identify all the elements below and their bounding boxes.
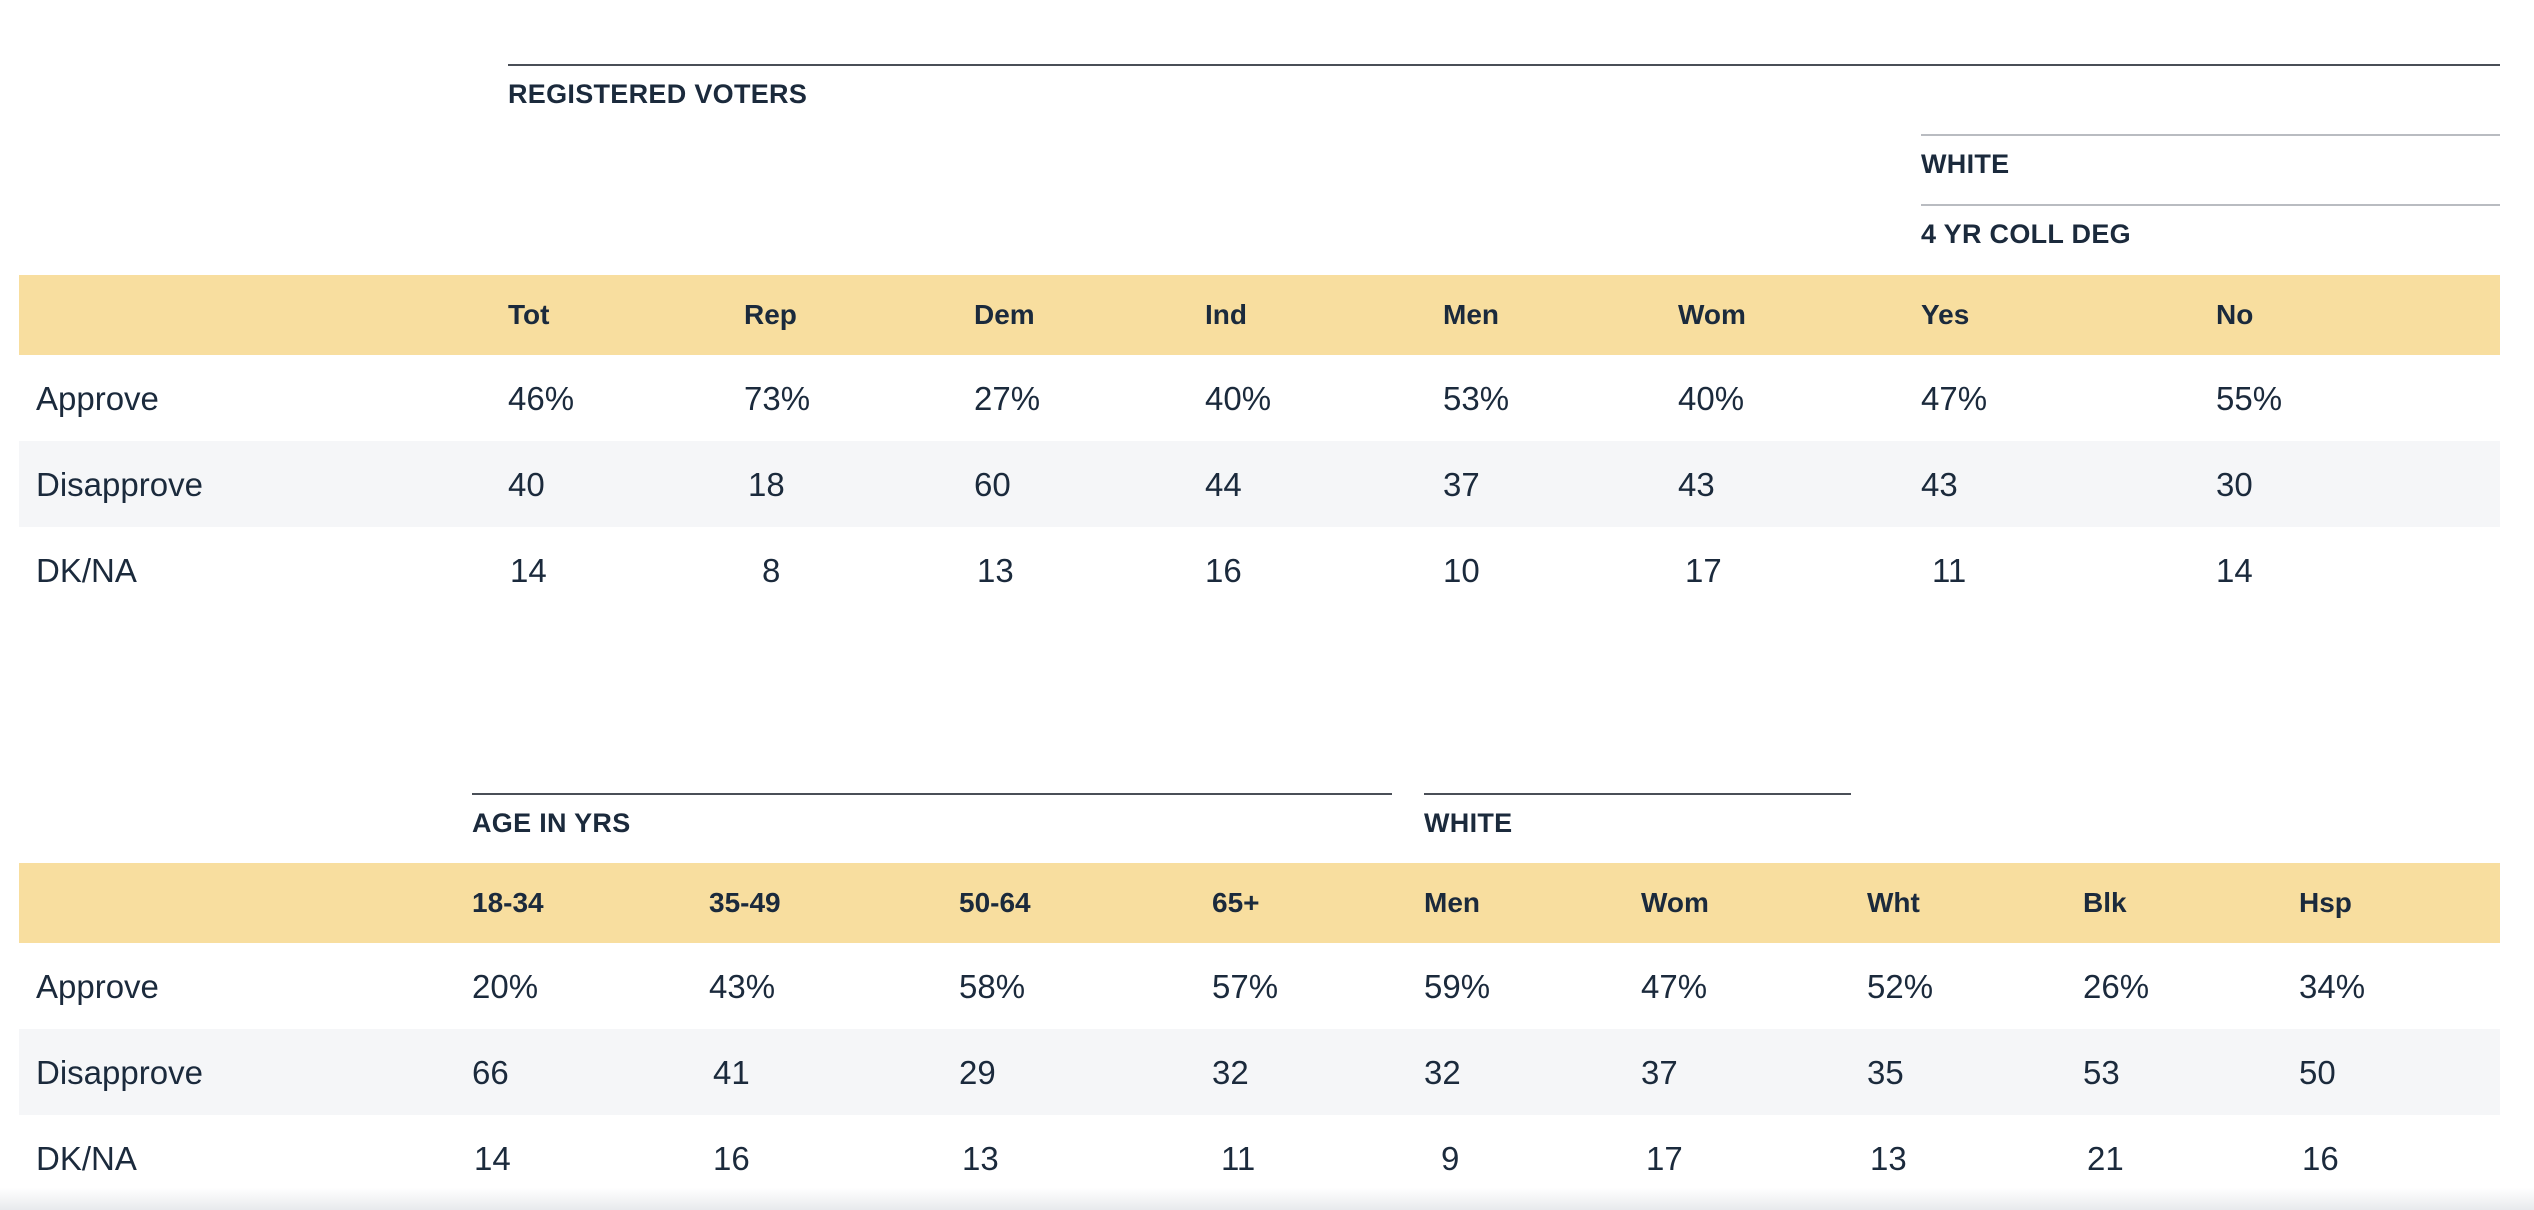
table-cell: 13	[1870, 1140, 1907, 1177]
table-cell: 34%	[2299, 968, 2366, 1005]
table-cell: 17	[1685, 552, 1722, 589]
table-cell: 53%	[1443, 380, 1510, 417]
row-label: Approve	[36, 968, 159, 1005]
table-cell: 41	[713, 1054, 750, 1091]
table-cell: 50	[2299, 1054, 2336, 1091]
table-cell: 35	[1867, 1054, 1904, 1091]
table-cell: 16	[1205, 552, 1242, 589]
table-cell: 43%	[709, 968, 776, 1005]
table-cell: 52%	[1867, 968, 1934, 1005]
table-cell: 58%	[959, 968, 1026, 1005]
table-cell: 14	[2216, 552, 2253, 589]
table-cell: 9	[1441, 1140, 1460, 1177]
col-header-no: No	[2216, 299, 2254, 330]
col-header-men: Men	[1424, 887, 1480, 918]
row-label: Approve	[36, 380, 159, 417]
table-cell: 40	[508, 466, 545, 503]
row-label: Disapprove	[36, 1054, 203, 1091]
group-rule-white	[1424, 793, 1851, 795]
table-cell: 29	[959, 1054, 996, 1091]
table-cell: 43	[1921, 466, 1958, 503]
col-header-tot: Tot	[508, 299, 550, 330]
col-header-rep: Rep	[744, 299, 797, 330]
row-stripe	[19, 1029, 2500, 1115]
table-cell: 21	[2087, 1140, 2124, 1177]
table-cell: 11	[1221, 1140, 1256, 1177]
col-header-wht: Wht	[1867, 887, 1920, 918]
table-cell: 60	[974, 466, 1011, 503]
col-header-wom: Wom	[1678, 299, 1746, 330]
col-header-dem: Dem	[974, 299, 1035, 330]
group-header-white: WHITE	[1424, 808, 1513, 838]
column-header-row: 18-34 35-49 50-64 65+ Men Wom Wht Blk Hs…	[19, 863, 2500, 943]
table-cell: 46%	[508, 380, 575, 417]
table-cell: 43	[1678, 466, 1715, 503]
col-header-wom: Wom	[1641, 887, 1709, 918]
row-label: DK/NA	[36, 552, 137, 589]
table-cell: 14	[474, 1140, 511, 1177]
col-header-ind: Ind	[1205, 299, 1247, 330]
table-cell: 26%	[2083, 968, 2150, 1005]
row-label: DK/NA	[36, 1140, 137, 1177]
col-header-50-64: 50-64	[959, 887, 1031, 918]
group-rule-age-in-yrs	[472, 793, 1392, 795]
table-cell: 47%	[1921, 380, 1988, 417]
table-cell: 47%	[1641, 968, 1708, 1005]
table-cell: 27%	[974, 380, 1041, 417]
table-cell: 55%	[2216, 380, 2283, 417]
table-cell: 32	[1424, 1054, 1461, 1091]
table-cell: 37	[1641, 1054, 1678, 1091]
table-cell: 59%	[1424, 968, 1491, 1005]
table-cell: 57%	[1212, 968, 1279, 1005]
table-cell: 13	[977, 552, 1014, 589]
table-cell: 40%	[1678, 380, 1745, 417]
group-header-registered-voters: REGISTERED VOTERS	[508, 79, 808, 109]
table-cell: 66	[472, 1054, 509, 1091]
table-cell: 17	[1646, 1140, 1683, 1177]
col-header-65plus: 65+	[1212, 887, 1260, 918]
table-cell: 16	[713, 1140, 750, 1177]
group-header-4yr-coll-deg: 4 YR COLL DEG	[1921, 219, 2131, 249]
col-header-men: Men	[1443, 299, 1499, 330]
table-cell: 14	[510, 552, 547, 589]
column-header-row: Tot Rep Dem Ind Men Wom Yes No	[19, 275, 2500, 355]
col-header-18-34: 18-34	[472, 887, 544, 918]
row-stripe	[19, 441, 2500, 527]
table-cell: 32	[1212, 1054, 1249, 1091]
table-cell: 37	[1443, 466, 1480, 503]
table-cell: 73%	[744, 380, 811, 417]
table-cell: 20%	[472, 968, 539, 1005]
group-header-age-in-yrs: AGE IN YRS	[472, 808, 631, 838]
group-header-white: WHITE	[1921, 149, 2010, 179]
table-cell: 44	[1205, 466, 1242, 503]
col-header-35-49: 35-49	[709, 887, 781, 918]
group-rule-registered-voters	[508, 64, 2500, 66]
table-cell: 16	[2302, 1140, 2339, 1177]
table-cell: 13	[962, 1140, 999, 1177]
row-label: Disapprove	[36, 466, 203, 503]
table-cell: 8	[762, 552, 781, 589]
bottom-edge-fade	[0, 1188, 2534, 1210]
group-rule-coll-deg	[1921, 204, 2500, 206]
col-header-yes: Yes	[1921, 299, 1970, 330]
table-cell: 53	[2083, 1054, 2120, 1091]
table-cell: 11	[1932, 552, 1967, 589]
table-cell: 40%	[1205, 380, 1272, 417]
col-header-blk: Blk	[2083, 887, 2127, 918]
table-cell: 18	[748, 466, 785, 503]
table-cell: 10	[1443, 552, 1480, 589]
group-rule-white	[1921, 134, 2500, 136]
table-cell: 30	[2216, 466, 2253, 503]
col-header-hsp: Hsp	[2299, 887, 2352, 918]
